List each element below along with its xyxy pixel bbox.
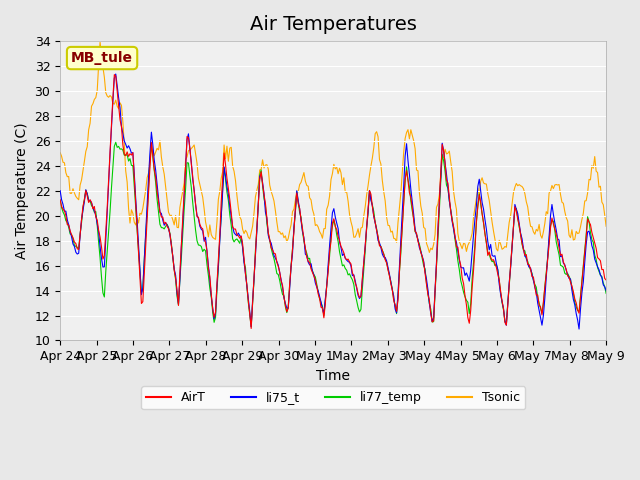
Text: MB_tule: MB_tule <box>71 51 133 65</box>
Legend: AirT, li75_t, li77_temp, Tsonic: AirT, li75_t, li77_temp, Tsonic <box>141 386 525 409</box>
Y-axis label: Air Temperature (C): Air Temperature (C) <box>15 122 29 259</box>
X-axis label: Time: Time <box>316 369 350 383</box>
Title: Air Temperatures: Air Temperatures <box>250 15 417 34</box>
